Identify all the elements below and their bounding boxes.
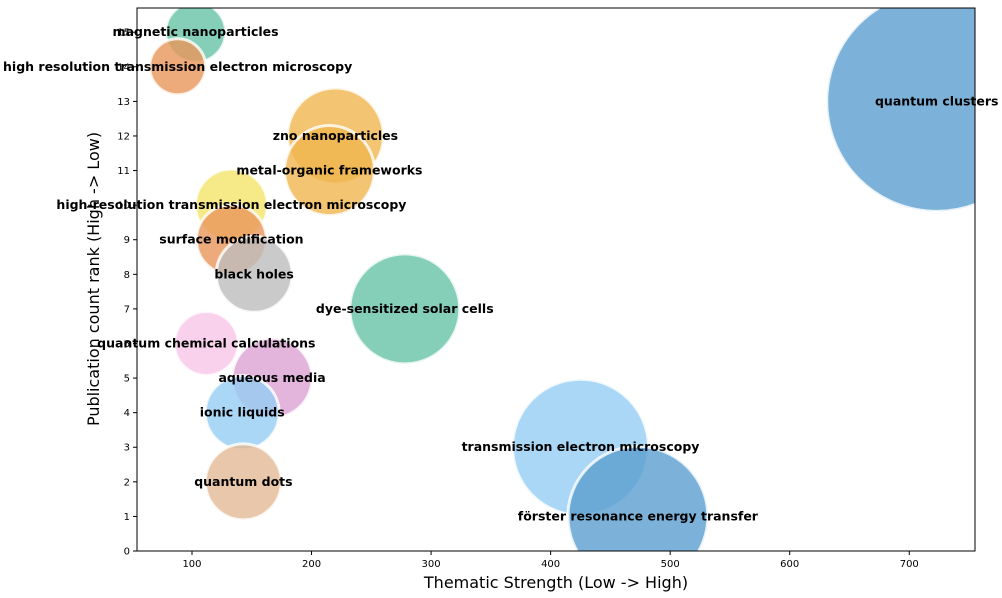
bubble-label-7: black holes [214,266,293,281]
bubble-label-9: quantum chemical calculations [97,335,315,350]
y-tick-label: 10 [117,201,130,212]
y-tick-label: 7 [124,304,130,315]
x-tick-label: 300 [422,559,441,570]
bubble-label-3: zno nanoparticles [273,128,398,143]
x-tick-label: 600 [780,559,799,570]
x-tick-label: 400 [541,559,560,570]
y-tick-label: 3 [124,443,130,454]
y-tick-label: 6 [124,339,130,350]
y-tick-label: 1 [124,512,130,523]
bubble-4 [282,124,376,218]
x-tick-label: 200 [302,559,321,570]
bubble-label-8: dye-sensitized solar cells [316,301,494,316]
bubble-label-0: magnetic nanoparticles [113,24,279,39]
y-tick-label: 14 [117,62,130,73]
y-tick-label: 9 [124,235,130,246]
bubble-8 [348,252,462,366]
y-tick-label: 12 [117,131,130,142]
bubble-layer [148,8,975,551]
bubble-7 [214,234,294,314]
plot-frame [136,7,976,552]
y-tick-label: 2 [124,477,130,488]
y-tick-label: 15 [117,28,130,39]
bubble-14 [566,444,710,551]
y-tick-label: 4 [124,408,130,419]
y-tick-label: 13 [117,97,130,108]
y-tick-label: 0 [124,547,130,558]
bubble-9 [172,309,240,377]
x-tick-label: 100 [182,559,201,570]
bubble-label-12: quantum dots [194,474,292,489]
bubble-label-1: high resolution transmission electron mi… [3,59,352,74]
bubble-12 [203,442,283,522]
bubble-label-13: transmission electron microscopy [462,439,700,454]
bubble-label-11: ionic liquids [200,405,285,420]
bubble-label-14: förster resonance energy transfer [518,508,759,523]
y-axis-title: Publication count rank (High -> Low) [84,132,103,426]
x-axis: 100 200 300 400 500 600 700 [182,551,919,570]
y-tick-label: 5 [124,374,130,385]
bubble-label-5: high-resolution transmission electron mi… [56,197,406,212]
bubble-label-10: aqueous media [218,370,325,385]
y-tick-label: 8 [124,270,130,281]
bubble-label-4: metal-organic frameworks [236,163,422,178]
x-axis-title: Thematic Strength (Low -> High) [423,573,688,592]
bubble-label-6: surface modification [159,232,303,247]
bubble-1 [148,37,208,97]
bubble-2 [825,8,975,213]
x-tick-label: 700 [900,559,919,570]
y-tick-label: 11 [117,166,130,177]
bubble-label-2: quantum clusters [875,93,999,108]
x-tick-label: 500 [661,559,680,570]
label-layer: magnetic nanoparticles high resolution tr… [3,24,998,523]
